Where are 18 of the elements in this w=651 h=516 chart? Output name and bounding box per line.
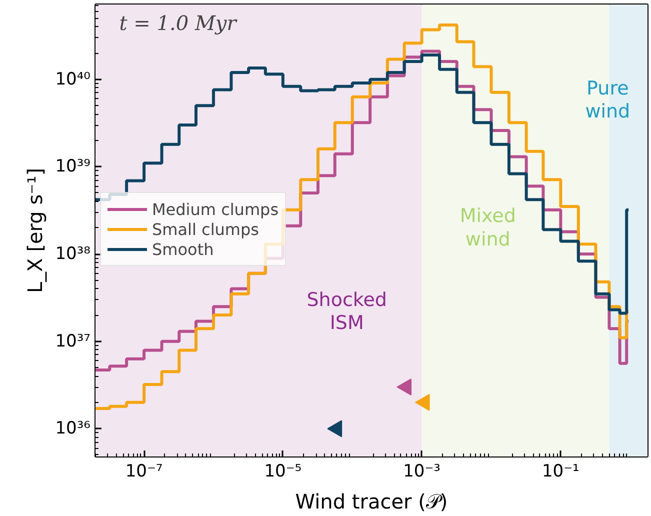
y-tick-label: 10³⁸ [55,244,91,264]
band-label: Pure wind [585,77,630,123]
y-tick-label: 10³⁶ [55,418,91,439]
legend-label: Small clumps [152,220,259,238]
y-tick-label: 10³⁷ [55,331,91,352]
legend-label: Smooth [152,240,214,258]
x-tick-label: 10⁻³ [403,462,441,482]
annotation: t = 1.0 Myr [119,10,238,35]
x-tick-label: 10⁻⁷ [125,462,163,482]
band-label: Mixed wind [460,205,516,250]
band-label: Shocked ISM [306,288,387,334]
y-tick-label: 10⁴⁰ [55,69,91,90]
x-axis-title: Wind tracer (𝒫) [295,490,448,514]
y-tick-label: 10³⁹ [55,156,91,177]
y-axis-title: L_X [erg s⁻¹] [23,168,48,294]
legend-label: Medium clumps [152,200,279,218]
x-tick-label: 10⁻¹ [542,462,580,482]
x-tick-label: 10⁻⁵ [264,462,302,482]
